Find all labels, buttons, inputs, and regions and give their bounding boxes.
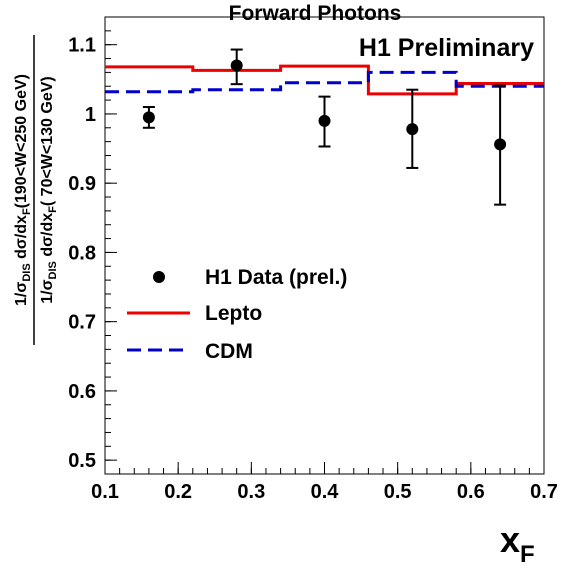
data-point xyxy=(318,114,331,127)
y-num-suffix: (190<W<250 GeV) xyxy=(13,74,30,208)
y-tick-label: 0.6 xyxy=(68,381,96,403)
y-den-sub2: F xyxy=(47,206,59,213)
series-lepto-line xyxy=(105,64,544,96)
h1-preliminary-label: H1 Preliminary xyxy=(359,34,534,62)
x-axis-label: xF xyxy=(500,519,535,568)
y-tick-label: 1.1 xyxy=(68,35,96,57)
data-point xyxy=(230,59,243,72)
y-tick-label: 0.5 xyxy=(68,450,96,472)
chart-title: Forward Photons xyxy=(229,2,402,25)
y-axis-numerator: 1/σDIS dσ/dxF(190<W<250 GeV) xyxy=(13,74,33,306)
x-tick-label: 0.1 xyxy=(91,481,119,503)
legend: H1 Data (prel.) Lepto CDM xyxy=(127,266,347,363)
y-tick-label: 0.9 xyxy=(68,173,96,195)
x-tick-label: 0.7 xyxy=(530,481,558,503)
y-num-prefix: 1/σ xyxy=(13,282,30,306)
x-axis-label-main: x xyxy=(500,519,520,560)
x-tick-label: 0.2 xyxy=(164,481,192,503)
y-tick-label: 0.8 xyxy=(68,242,96,264)
legend-label-lepto: Lepto xyxy=(205,302,262,325)
x-tick-label: 0.3 xyxy=(237,481,265,503)
legend-marker-data xyxy=(153,271,165,283)
legend-label-data: H1 Data (prel.) xyxy=(205,266,347,289)
y-num-mid: dσ/dx xyxy=(13,215,30,263)
data-point xyxy=(142,111,155,124)
y-tick-label: 1 xyxy=(85,104,96,126)
series-layer xyxy=(105,64,544,96)
y-den-sub1: DIS xyxy=(47,261,59,279)
y-den-suffix: ( 70<W<130 GeV) xyxy=(39,76,56,206)
ticks-layer: 0.1 0.2 0.3 0.4 0.5 0.6 0.7 0.5 0.6 0.7 0.8 0.9 1 1.1 xyxy=(68,16,558,503)
y-tick-label: 0.7 xyxy=(68,312,96,334)
x-axis-label-sub: F xyxy=(520,541,535,568)
y-num-sub1: DIS xyxy=(21,263,33,281)
y-num-sub2: F xyxy=(21,208,33,215)
x-tick-label: 0.6 xyxy=(457,481,485,503)
legend-label-cdm: CDM xyxy=(205,340,253,363)
y-axis-label: 1/σDIS dσ/dxF(190<W<250 GeV) 1/σDIS dσ/d… xyxy=(13,35,59,345)
y-axis-denominator: 1/σDIS dσ/dxF( 70<W<130 GeV) xyxy=(39,76,59,304)
series-cdm-line xyxy=(105,70,544,94)
data-point xyxy=(494,138,507,151)
x-tick-label: 0.4 xyxy=(311,481,340,503)
x-tick-label: 0.5 xyxy=(384,481,412,503)
data-points-layer xyxy=(142,48,507,206)
y-den-prefix: 1/σ xyxy=(39,279,56,303)
y-den-mid: dσ/dx xyxy=(39,213,56,261)
data-point xyxy=(406,123,419,136)
